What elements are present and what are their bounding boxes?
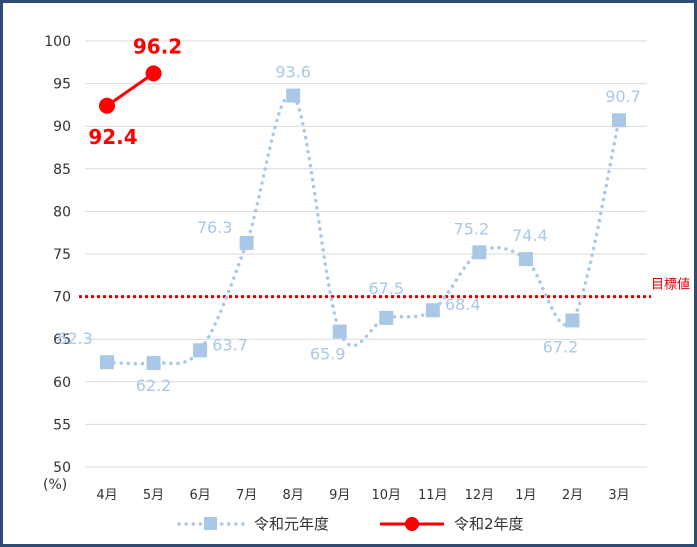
y-axis-tick-labels: 50 55 60 65 70 75 80 85 90 95 100 [44, 34, 71, 476]
y-tick-label: 95 [53, 77, 71, 93]
legend-swatch-reiwa-gannendo [177, 517, 245, 530]
y-tick-label: 85 [53, 162, 71, 178]
data-point-reiwa-gannendo [193, 343, 208, 358]
data-label-reiwa-gannendo: 93.6 [275, 63, 311, 82]
gridlines [85, 40, 647, 468]
y-tick-label: 90 [53, 119, 71, 135]
data-label-reiwa-gannendo: 67.2 [543, 337, 579, 356]
y-tick-label: 80 [53, 204, 71, 220]
y-tick-label: 75 [53, 247, 71, 263]
data-point-reiwa-gannendo [286, 88, 301, 103]
data-point-reiwa-gannendo [518, 252, 533, 267]
x-tick-label: 9月 [329, 488, 350, 503]
data-label-reiwa-2nendo: 96.2 [133, 34, 182, 58]
y-tick-label: 100 [44, 34, 71, 50]
data-point-reiwa-2nendo [145, 65, 162, 82]
data-label-reiwa-2nendo: 92.4 [88, 125, 137, 149]
legend-label-reiwa-gannendo: 令和元年度 [254, 515, 329, 533]
series-line-reiwa-2nendo [106, 72, 155, 107]
data-point-reiwa-gannendo [565, 313, 580, 328]
x-tick-label: 8月 [283, 488, 304, 503]
target-line-label: 目標値 [651, 277, 690, 293]
y-axis-unit: (%) [43, 477, 67, 493]
legend-label-reiwa-2nendo: 令和2年度 [454, 515, 524, 533]
data-point-reiwa-gannendo [379, 310, 394, 325]
data-point-reiwa-gannendo [425, 303, 440, 318]
x-tick-label: 12月 [465, 488, 495, 503]
data-point-reiwa-2nendo [99, 97, 115, 114]
data-point-reiwa-gannendo [100, 355, 114, 370]
x-tick-label: 7月 [236, 488, 257, 503]
x-tick-label: 3月 [608, 488, 629, 503]
data-point-reiwa-gannendo [472, 245, 487, 260]
x-axis-tick-labels: 4月 5月 6月 7月 8月 9月 10月 11月 12月 1月 2月 3月 [96, 488, 629, 503]
x-tick-label: 6月 [189, 488, 210, 503]
series-reiwa-gannendo: 62.3 62.2 63.7 76.3 93.6 65.9 67.5 68.4 75.2 74.4… [57, 63, 641, 396]
y-tick-label: 70 [53, 290, 71, 306]
data-point-reiwa-gannendo [612, 113, 626, 128]
legend-swatch-reiwa-2nendo [380, 517, 444, 531]
legend-marker [405, 517, 419, 531]
data-label-reiwa-gannendo: 62.3 [57, 329, 93, 348]
target-reference-line: 目標値 [79, 277, 690, 299]
data-label-reiwa-gannendo: 68.4 [445, 295, 481, 314]
data-point-reiwa-gannendo [332, 324, 347, 339]
legend: 令和元年度 令和2年度 [177, 515, 524, 533]
data-point-reiwa-gannendo [146, 356, 161, 371]
data-label-reiwa-gannendo: 65.9 [310, 345, 346, 364]
y-tick-label: 65 [53, 332, 71, 348]
y-tick-label: 60 [53, 375, 71, 391]
x-tick-label: 5月 [143, 488, 164, 503]
data-label-reiwa-gannendo: 67.5 [368, 279, 404, 298]
x-tick-label: 2月 [562, 488, 583, 503]
y-tick-label: 50 [53, 460, 71, 476]
y-tick-label: 55 [53, 417, 71, 433]
line-chart: 50 55 60 65 70 75 80 85 90 95 100 (%) 4月 5月 6月 7月 8月 9月… [43, 34, 690, 533]
data-label-reiwa-gannendo: 75.2 [454, 219, 490, 238]
data-label-reiwa-gannendo: 90.7 [605, 87, 641, 106]
x-tick-label: 10月 [371, 488, 401, 503]
x-tick-label: 4月 [96, 488, 117, 503]
data-point-reiwa-gannendo [239, 235, 254, 250]
x-tick-label: 1月 [515, 488, 536, 503]
data-label-reiwa-gannendo: 62.2 [136, 376, 172, 395]
data-label-reiwa-gannendo: 63.7 [212, 335, 248, 354]
data-label-reiwa-gannendo: 74.4 [512, 226, 548, 245]
series-line-reiwa-gannendo [105, 92, 621, 366]
legend-marker [204, 517, 217, 530]
series-reiwa-2nendo: 92.4 96.2 [88, 34, 182, 148]
data-label-reiwa-gannendo: 76.3 [197, 218, 233, 237]
x-tick-label: 11月 [418, 488, 448, 503]
